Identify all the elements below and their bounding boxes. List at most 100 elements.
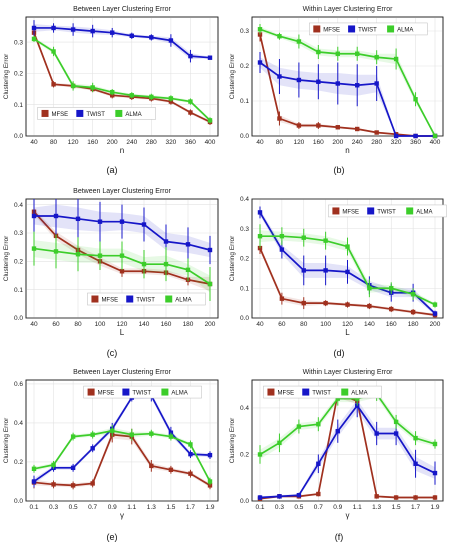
data-point <box>31 466 37 471</box>
data-point <box>188 99 193 104</box>
y-tick-label: 0.0 <box>14 498 23 505</box>
x-tick-label: 1.5 <box>166 504 175 511</box>
data-point <box>31 479 37 484</box>
series-line <box>259 28 436 137</box>
data-point <box>207 281 213 287</box>
x-tick-label: 1.7 <box>186 504 195 511</box>
x-tick-label: 80 <box>74 321 82 328</box>
plot-frame <box>25 198 219 319</box>
data-point <box>97 219 103 224</box>
legend-box <box>83 385 202 399</box>
data-point <box>129 432 134 437</box>
caption-f: (f) <box>334 532 344 542</box>
y-axis-label: Clustering Error <box>229 235 236 281</box>
legend: MFSE TWIST ALMA <box>309 22 428 36</box>
series-line <box>259 34 435 137</box>
legend-swatch <box>41 109 49 117</box>
y-tick-label: 0.0 <box>14 133 23 140</box>
x-tick-label: 1.1 <box>353 504 362 511</box>
legend-swatch <box>126 295 134 303</box>
y-tick-label: 0.1 <box>240 98 249 105</box>
y-tick-label: 0.1 <box>14 102 23 109</box>
caption-e: (e) <box>106 532 118 542</box>
data-point <box>279 247 285 252</box>
data-point <box>296 424 302 429</box>
x-tick-label: 360 <box>410 139 421 146</box>
data-point <box>70 483 76 488</box>
x-tick-label: 40 <box>30 139 38 146</box>
data-point <box>207 247 213 253</box>
data-point <box>323 268 328 273</box>
data-point <box>374 81 379 86</box>
x-tick-label: 160 <box>313 139 324 146</box>
series-line <box>34 27 211 59</box>
data-point <box>75 252 81 257</box>
data-point <box>207 479 213 484</box>
legend: MFSE TWIST ALMA <box>263 385 382 399</box>
x-tick-label: 360 <box>185 139 196 146</box>
data-point <box>188 53 193 59</box>
data-point <box>432 311 438 316</box>
data-point <box>316 422 321 427</box>
y-tick-label: 0.3 <box>240 28 249 35</box>
data-point <box>188 451 193 457</box>
x-tick-label: 400 <box>430 139 441 146</box>
x-tick-label: 40 <box>256 321 264 328</box>
plot-frame <box>25 379 219 502</box>
data-point <box>257 233 263 239</box>
series-band <box>34 392 210 485</box>
x-tick-label: 0.1 <box>29 504 38 511</box>
data-point <box>90 432 95 437</box>
data-point <box>355 51 360 56</box>
panel-title: Between Layer Clustering Error <box>73 369 171 376</box>
data-point <box>70 434 76 439</box>
x-axis-label: L <box>345 328 350 337</box>
y-axis-label: Clustering Error <box>3 235 10 281</box>
y-tick-label: 0.4 <box>14 420 23 427</box>
x-tick-label: 320 <box>391 139 402 146</box>
x-tick-label: 200 <box>205 321 216 328</box>
x-tick-label: 0.5 <box>294 504 303 511</box>
data-point <box>90 28 95 34</box>
y-tick-label: 0.1 <box>240 285 249 292</box>
data-point <box>316 461 321 466</box>
data-point <box>277 494 282 499</box>
data-point <box>51 462 56 468</box>
data-point <box>129 33 134 38</box>
legend-swatch <box>406 207 414 215</box>
data-point <box>257 495 263 500</box>
x-tick-label: 120 <box>342 321 353 328</box>
y-axis-label: Clustering Error <box>3 417 10 463</box>
data-point <box>119 253 125 258</box>
x-tick-label: 0.3 <box>275 504 284 511</box>
data-point <box>149 35 154 40</box>
data-point <box>90 446 95 451</box>
data-point <box>432 470 438 476</box>
series-line <box>259 392 436 456</box>
x-tick-label: 60 <box>52 321 60 328</box>
data-point <box>149 94 154 100</box>
legend-box <box>309 22 428 36</box>
x-tick-label: 200 <box>430 321 441 328</box>
x-tick-label: 0.1 <box>255 504 264 511</box>
data-point <box>277 440 282 446</box>
data-point <box>279 233 285 239</box>
data-point <box>97 253 103 258</box>
x-axis-label: n <box>120 146 124 155</box>
legend-swatch <box>91 295 99 303</box>
data-point <box>31 36 37 42</box>
data-point <box>168 96 174 101</box>
data-point <box>257 210 263 215</box>
data-point <box>410 309 416 315</box>
y-tick-label: 0.6 <box>14 381 23 388</box>
data-point <box>393 431 399 436</box>
x-tick-label: 0.9 <box>108 504 117 511</box>
y-tick-label: 0.0 <box>240 315 249 322</box>
data-point <box>393 495 399 500</box>
x-tick-label: 1.9 <box>430 504 439 511</box>
x-tick-label: 120 <box>117 321 128 328</box>
x-tick-label: 160 <box>161 321 172 328</box>
y-tick-label: 0.2 <box>240 452 249 459</box>
data-point <box>53 249 59 254</box>
legend-box <box>37 107 156 120</box>
